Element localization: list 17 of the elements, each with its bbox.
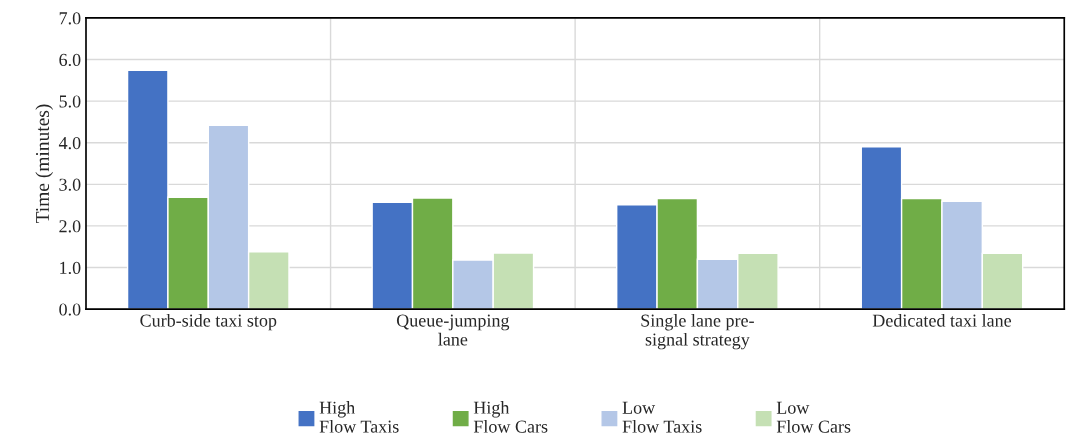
y-tick-label: 3.0 [59,178,81,191]
legend-label: Low Flow Cars [776,401,851,433]
y-tick-label: 7.0 [59,12,81,25]
legend-label: High Flow Taxis [319,401,399,433]
x-tick-label: Curb-side taxi stop [140,313,277,331]
x-tick-label: Single lane pre- signal strategy [641,313,754,350]
x-tick-label: Queue-jumping lane [396,314,510,346]
legend-label: Low Flow Taxis [622,401,702,433]
y-tick-label: 1.0 [60,261,81,275]
y-tick-label: 6.0 [59,53,81,67]
y-tick-label: 2.0 [59,220,81,233]
y-tick-label: 0.0 [59,303,81,316]
y-tick-label: 5.0 [59,95,81,108]
y-tick-label: 4.0 [58,136,81,150]
legend-label: High Flow Cars [473,401,548,433]
x-tick-label: Dedicated taxi lane [872,313,1012,327]
y-axis-title: Time (minutes) [35,104,54,224]
